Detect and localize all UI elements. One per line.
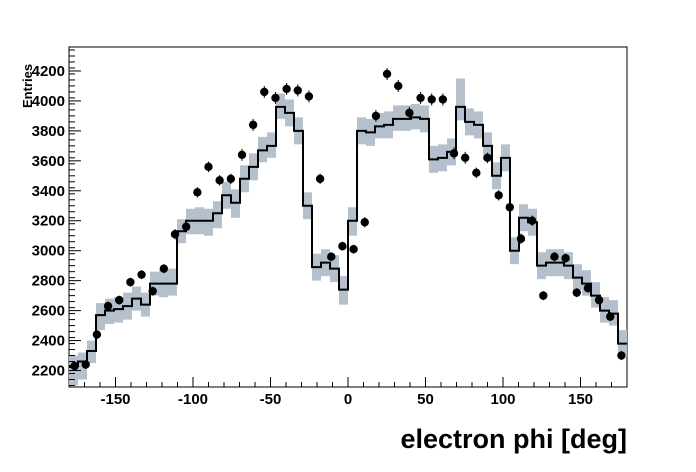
data-point xyxy=(327,252,336,261)
data-point xyxy=(449,149,459,158)
data-point xyxy=(606,312,615,321)
data-point xyxy=(293,86,302,95)
data-point xyxy=(237,150,247,160)
data-point xyxy=(115,295,124,305)
data-point xyxy=(304,92,314,101)
data-point xyxy=(271,93,280,103)
y-axis-title: Entries xyxy=(20,64,35,108)
data-point xyxy=(583,283,593,293)
axes-group: -150 -100 -50 0 50 100 150 2200 2400 2600 2800 3000… xyxy=(32,49,612,408)
y-tick-label: 2200 xyxy=(32,363,65,380)
data-point xyxy=(483,153,492,163)
data-point xyxy=(181,222,191,231)
data-point xyxy=(81,360,90,369)
x-tick-label: 0 xyxy=(344,391,352,408)
data-point xyxy=(159,264,169,273)
error-band-bin xyxy=(213,201,222,229)
error-band-bin xyxy=(204,208,213,236)
data-point xyxy=(360,218,369,227)
y-tick-label: 3600 xyxy=(32,153,65,170)
data-point xyxy=(248,120,258,130)
y-tick-label: 3200 xyxy=(32,213,65,230)
data-point xyxy=(494,191,503,200)
data-point xyxy=(338,242,347,251)
data-point xyxy=(516,234,526,243)
data-point xyxy=(405,108,414,118)
y-tick-label: 4000 xyxy=(32,93,65,110)
data-point xyxy=(382,69,392,79)
data-point xyxy=(315,174,325,184)
data-points-group xyxy=(70,67,626,371)
data-point xyxy=(148,286,157,296)
x-tick-label: -100 xyxy=(178,391,208,408)
data-point xyxy=(527,216,537,225)
data-point xyxy=(282,84,291,94)
data-point xyxy=(70,361,79,371)
data-point xyxy=(193,188,202,197)
data-point xyxy=(572,288,581,297)
y-tick-label: 4200 xyxy=(32,63,65,80)
y-tick-label: 2600 xyxy=(32,303,65,320)
data-point xyxy=(594,295,604,305)
x-tick-label: 100 xyxy=(490,391,515,408)
data-point xyxy=(371,111,381,121)
y-tick-label: 3000 xyxy=(32,243,65,260)
x-axis-title: electron phi [deg] xyxy=(400,424,627,454)
y-tick-label: 3800 xyxy=(32,123,65,140)
data-point xyxy=(427,95,436,104)
data-point xyxy=(539,291,548,300)
data-point xyxy=(215,176,224,185)
data-point xyxy=(505,203,515,212)
data-point xyxy=(137,270,146,279)
data-point xyxy=(438,95,448,104)
data-point xyxy=(561,253,570,263)
data-point xyxy=(103,301,113,311)
y-tick-label: 2400 xyxy=(32,333,65,350)
data-point xyxy=(204,162,213,172)
y-tick-label: 2800 xyxy=(32,273,65,290)
data-point xyxy=(394,81,403,91)
data-point xyxy=(550,252,559,261)
data-point xyxy=(170,230,180,239)
data-point xyxy=(472,168,481,178)
data-point xyxy=(416,93,425,103)
data-point xyxy=(260,87,269,97)
x-tick-label: 50 xyxy=(417,391,434,408)
error-band-bin xyxy=(456,78,465,121)
error-band-bin xyxy=(96,303,105,331)
x-tick-label: -50 xyxy=(260,391,282,408)
data-point xyxy=(226,174,236,184)
data-point xyxy=(92,330,102,339)
x-tick-label: 150 xyxy=(568,391,593,408)
error-band-bin xyxy=(168,268,177,296)
y-tick-label: 3400 xyxy=(32,183,65,200)
data-point xyxy=(126,277,135,287)
x-tick-label: -150 xyxy=(100,391,130,408)
data-point xyxy=(617,351,626,360)
data-point xyxy=(349,245,358,254)
data-point xyxy=(460,153,470,163)
